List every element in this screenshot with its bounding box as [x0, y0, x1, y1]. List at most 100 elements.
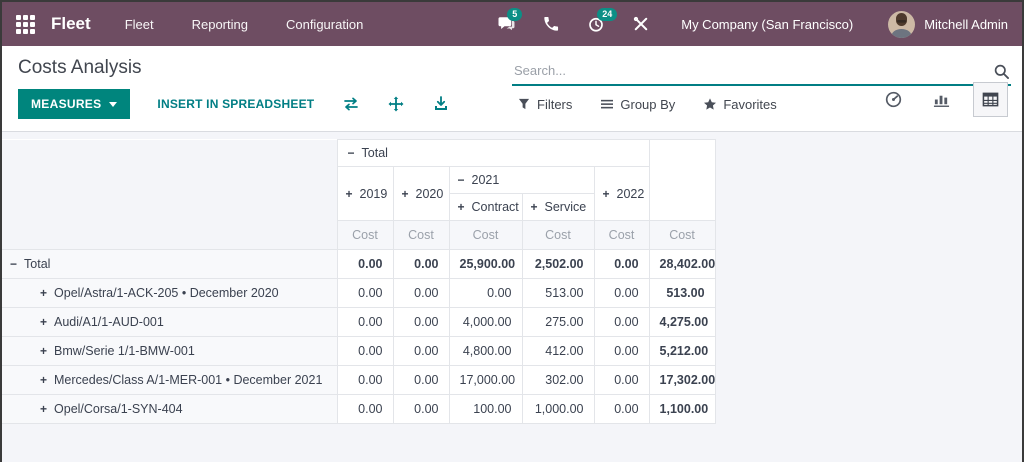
pivot-view-button[interactable]	[973, 82, 1008, 117]
messages-button[interactable]: 5	[497, 8, 523, 33]
measure-header[interactable]: Cost	[521, 220, 595, 250]
row-header-total[interactable]: − Total	[2, 249, 338, 279]
dashboard-view-button[interactable]	[877, 83, 910, 116]
row-header-vehicle[interactable]: + Audi/A1/1-AUD-001	[2, 307, 338, 337]
col-header-service[interactable]: + Service	[521, 193, 595, 221]
measure-header[interactable]: Cost	[648, 220, 716, 250]
search-options: Filters Group By Favorites	[518, 97, 777, 112]
star-icon	[704, 98, 717, 110]
expand-icon: +	[40, 286, 48, 300]
systray: 5 24 My Company (San Francisco) Mitchell…	[497, 8, 1008, 38]
measures-button[interactable]: MEASURES	[18, 89, 131, 119]
pivot-cell: 0.00	[593, 249, 650, 279]
pivot-cell: 0.00	[593, 365, 650, 395]
menu-item-reporting[interactable]: Reporting	[191, 16, 248, 32]
pivot-cell: 513.00	[521, 278, 595, 308]
messages-badge: 5	[507, 8, 523, 21]
menu-item-configuration[interactable]: Configuration	[285, 16, 364, 32]
pivot-cell: 2,502.00	[521, 249, 595, 279]
user-name: Mitchell Admin	[924, 16, 1008, 32]
col-header-2022[interactable]: +2022	[593, 166, 650, 221]
pivot-cell: 4,275.00	[648, 307, 716, 337]
pivot-corner-cell	[2, 139, 337, 250]
pivot-cell: 0.00	[392, 365, 450, 395]
app-brand[interactable]: Fleet	[51, 14, 91, 33]
expand-icon: +	[530, 200, 538, 214]
apps-grid-icon	[16, 14, 21, 20]
view-switcher	[877, 82, 1008, 117]
dashboard-icon	[885, 91, 902, 108]
pivot-row: + Mercedes/Class A/1-MER-001 • December 2…	[2, 365, 716, 395]
pivot-cell: 0.00	[392, 278, 450, 308]
pivot-cell: 1,000.00	[521, 394, 595, 424]
expand-all-button[interactable]	[388, 96, 404, 112]
col-header-2020[interactable]: +2020	[392, 166, 450, 221]
pivot-cell: 0.00	[593, 394, 650, 424]
bar-chart-icon	[933, 95, 950, 107]
apps-menu-button[interactable]	[16, 14, 35, 34]
tools-icon	[634, 16, 648, 31]
col-header-2019[interactable]: +2019	[336, 166, 394, 221]
pivot-cell: 0.00	[392, 249, 450, 279]
search-box	[512, 58, 1011, 86]
collapse-icon: −	[457, 173, 465, 187]
expand-icon: +	[40, 402, 48, 416]
row-header-vehicle[interactable]: + Bmw/Serie 1/1-BMW-001	[2, 336, 338, 366]
voip-button[interactable]	[542, 15, 560, 33]
debug-tools-button[interactable]	[632, 15, 650, 33]
app-menu: Fleet Reporting Configuration	[125, 17, 364, 32]
pivot-cell: 0.00	[593, 307, 650, 337]
download-xlsx-button[interactable]	[433, 96, 449, 112]
activities-badge: 24	[597, 8, 618, 21]
company-switcher[interactable]: My Company (San Francisco)	[681, 16, 854, 32]
pivot-cell: 25,900.00	[448, 249, 523, 279]
measure-header[interactable]: Cost	[392, 220, 450, 250]
menu-item-fleet[interactable]: Fleet	[124, 16, 154, 32]
row-header-vehicle[interactable]: + Opel/Corsa/1-SYN-404	[2, 394, 338, 424]
pivot-grid-icon	[982, 92, 999, 107]
measure-header[interactable]: Cost	[593, 220, 650, 250]
flip-axis-button[interactable]	[343, 96, 359, 112]
pivot-table: − Total +2019 +2020 −2021 +2022 + Contract…	[2, 139, 716, 424]
search-icon[interactable]	[994, 64, 1009, 79]
user-menu[interactable]: Mitchell Admin	[888, 10, 1008, 38]
pivot-cell: 412.00	[521, 336, 595, 366]
control-panel: Costs Analysis MEASURES INSERT IN SPREAD…	[2, 46, 1022, 132]
pivot-cell: 0.00	[392, 307, 450, 337]
expand-icon: +	[457, 200, 465, 214]
favorites-button[interactable]: Favorites	[704, 97, 777, 112]
col-header-contract[interactable]: + Contract	[448, 193, 523, 221]
collapse-icon: −	[10, 257, 18, 271]
col-header-grand-total	[648, 139, 716, 221]
avatar	[888, 10, 916, 38]
pivot-cell: 0.00	[392, 394, 450, 424]
row-header-vehicle[interactable]: + Mercedes/Class A/1-MER-001 • December 2…	[2, 365, 338, 395]
chat-bubble-icon	[498, 17, 515, 31]
row-header-vehicle[interactable]: + Opel/Astra/1-ACK-205 • December 2020	[2, 278, 338, 308]
pivot-row: + Audi/A1/1-AUD-001 0.00 0.00 4,000.00 27…	[2, 307, 716, 337]
pivot-view-content: − Total +2019 +2020 −2021 +2022 + Contract…	[2, 132, 1022, 462]
pivot-row-total: − Total 0.00 0.00 25,900.00 2,502.00 0.00…	[2, 249, 716, 279]
search-input[interactable]	[512, 58, 994, 84]
pivot-row: + Bmw/Serie 1/1-BMW-001 0.00 0.00 4,800.0…	[2, 336, 716, 366]
pivot-cell: 0.00	[336, 336, 394, 366]
pivot-cell: 4,800.00	[448, 336, 523, 366]
insert-in-spreadsheet-button[interactable]: INSERT IN SPREADSHEET	[157, 97, 315, 111]
measure-header[interactable]: Cost	[448, 220, 523, 250]
pivot-cell: 28,402.00	[648, 249, 716, 279]
measure-header[interactable]: Cost	[336, 220, 394, 250]
group-by-button[interactable]: Group By	[601, 97, 675, 112]
caret-down-icon	[109, 101, 118, 107]
col-header-2021[interactable]: −2021	[448, 166, 595, 194]
activities-button[interactable]: 24	[587, 8, 618, 33]
pivot-cell: 0.00	[593, 278, 650, 308]
download-icon	[435, 96, 448, 110]
expand-icon: +	[40, 315, 48, 329]
page-title: Costs Analysis	[18, 57, 142, 78]
graph-view-button[interactable]	[925, 83, 958, 116]
pivot-cell: 0.00	[392, 336, 450, 366]
col-header-total[interactable]: − Total	[336, 139, 650, 167]
expand-icon: +	[345, 186, 353, 201]
filters-button[interactable]: Filters	[518, 97, 572, 112]
